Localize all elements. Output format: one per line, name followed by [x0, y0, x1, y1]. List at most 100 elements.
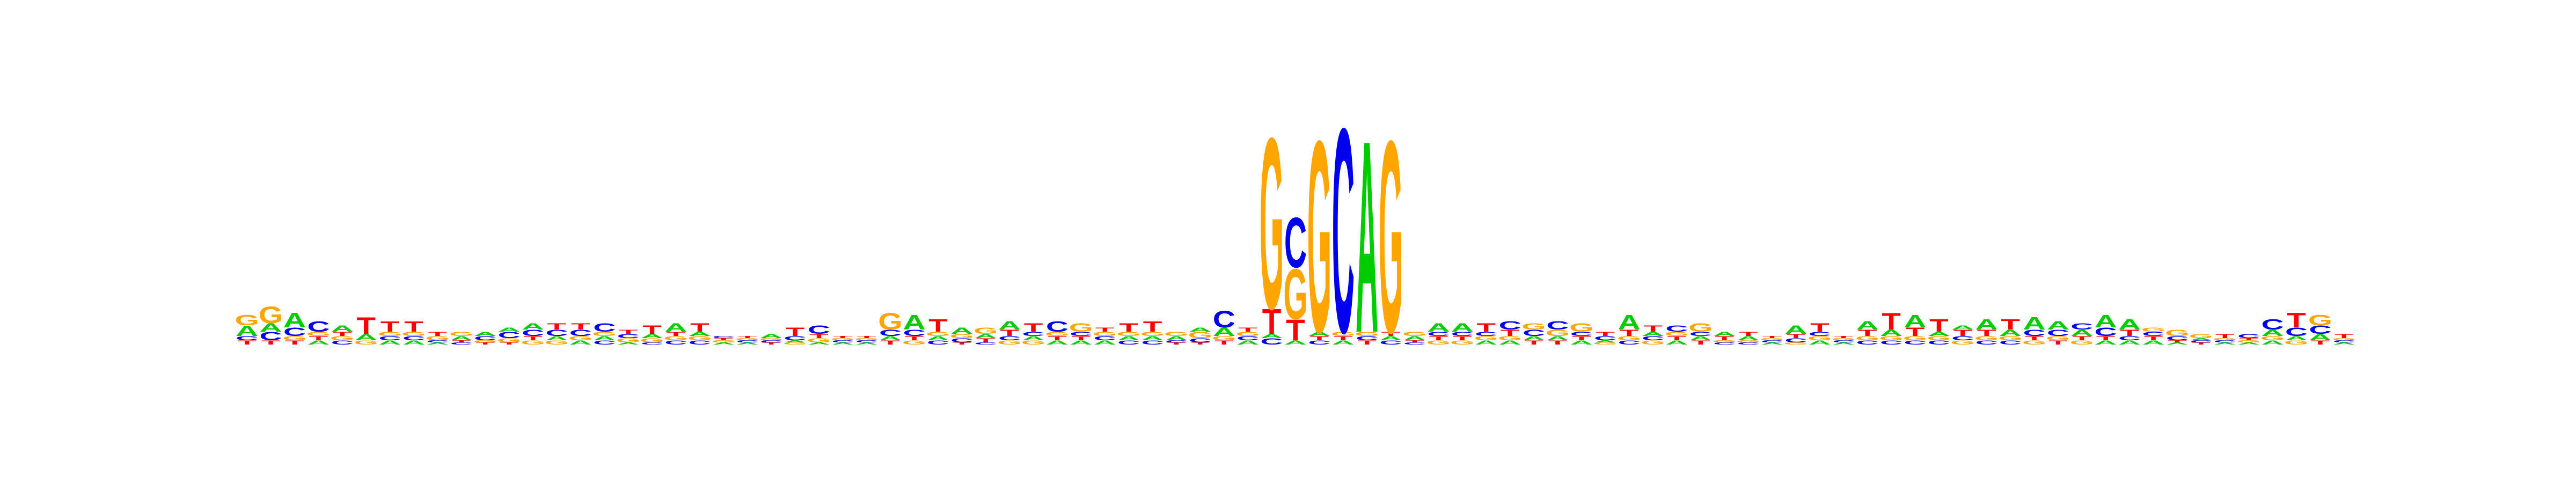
logo-letter-a-pos22: A — [736, 342, 759, 345]
logo-letter-g-pos71: G — [1903, 335, 1927, 341]
logo-letter-a-pos80: A — [2118, 316, 2141, 333]
logo-letter-a-pos74: A — [1975, 316, 1998, 333]
logo-letter-t-pos51: T — [1429, 335, 1448, 341]
logo-letter-g-pos32: G — [974, 326, 998, 336]
logo-letter-g-pos17: G — [616, 337, 640, 343]
logo-letter-c-pos80: C — [2118, 335, 2141, 341]
logo-letter-t-pos80: T — [2120, 328, 2139, 338]
logo-letter-t-pos50: T — [1405, 340, 1424, 343]
logo-letter-t-pos2: T — [261, 339, 281, 346]
logo-letter-a-pos55: A — [1523, 335, 1545, 341]
logo-letter-a-pos82: A — [2166, 342, 2189, 345]
logo-letter-a-pos80: A — [2118, 339, 2141, 346]
logo-letter-a-pos61: A — [1665, 339, 1688, 346]
logo-letter-g-pos3: G — [282, 335, 306, 341]
logo-letter-g-pos67: G — [1807, 335, 1832, 341]
logo-letter-a-pos16: A — [593, 335, 616, 341]
logo-letter-t-pos27: T — [857, 335, 876, 339]
logo-letter-g-pos21: G — [712, 340, 736, 343]
logo-letter-c-pos32: C — [975, 342, 997, 345]
logo-letter-t-pos46: T — [1310, 335, 1329, 341]
logo-letter-c-pos49: C — [1380, 339, 1402, 346]
logo-letter-g-pos16: G — [592, 331, 617, 337]
logo-letter-a-pos2: A — [260, 321, 282, 334]
logo-letter-a-pos50: A — [1403, 335, 1426, 341]
logo-letter-c-pos73: C — [1951, 335, 1974, 341]
logo-letter-a-pos3: A — [283, 309, 306, 332]
logo-letter-g-pos59: G — [1617, 335, 1641, 341]
logo-letter-g-pos12: G — [497, 337, 521, 343]
logo-letter-a-pos70: A — [1880, 328, 1902, 338]
logo-letter-a-pos63: A — [1713, 331, 1736, 337]
logo-letter-c-pos17: C — [617, 333, 640, 339]
logo-letter-a-pos52: A — [1451, 321, 1474, 334]
logo-letter-g-pos54: G — [1498, 335, 1522, 341]
logo-letter-a-pos39: A — [1141, 335, 1163, 341]
logo-letter-g-pos6: G — [354, 339, 378, 346]
logo-letter-t-pos30: T — [928, 316, 948, 336]
logo-letter-t-pos44: T — [1262, 302, 1282, 341]
logo-letter-c-pos78: C — [2070, 321, 2093, 332]
logo-letter-a-pos87: A — [2285, 335, 2308, 341]
logo-letter-g-pos11: G — [473, 340, 497, 343]
logo-letter-t-pos47: T — [1334, 335, 1353, 341]
logo-letter-a-pos17: A — [617, 342, 640, 345]
logo-letter-t-pos49: T — [1381, 331, 1401, 337]
logo-letter-c-pos50: C — [1403, 342, 1426, 345]
logo-letter-a-pos89: A — [2333, 342, 2355, 345]
logo-letter-c-pos34: C — [1022, 331, 1044, 337]
logo-letter-g-pos87: G — [2284, 339, 2308, 346]
logo-letter-g-pos37: G — [1093, 331, 1117, 337]
logo-letter-g-pos68: G — [1832, 338, 1856, 341]
logo-letter-g-pos2: G — [259, 302, 283, 328]
logo-letter-g-pos40: G — [1164, 331, 1188, 337]
logo-letter-t-pos21: T — [714, 338, 733, 341]
logo-letter-c-pos43: C — [1236, 335, 1259, 341]
logo-letter-c-pos76: C — [2023, 328, 2045, 338]
logo-letter-t-pos4: T — [309, 335, 328, 341]
logo-letter-t-pos48: T — [1357, 339, 1377, 346]
logo-letter-g-pos44: G — [1260, 87, 1284, 360]
logo-letter-c-pos2: C — [260, 330, 282, 343]
logo-letter-a-pos79: A — [2095, 312, 2117, 332]
logo-letter-t-pos83: T — [2192, 342, 2211, 345]
logo-letter-c-pos69: C — [1856, 339, 1879, 346]
logo-letter-g-pos50: G — [1402, 331, 1426, 337]
logo-letter-t-pos29: T — [905, 335, 924, 341]
logo-letter-g-pos66: G — [1784, 342, 1808, 345]
logo-letter-a-pos56: A — [1546, 335, 1569, 341]
logo-letter-c-pos38: C — [1117, 339, 1140, 346]
logo-letter-c-pos29: C — [903, 328, 925, 338]
logo-letter-g-pos70: G — [1879, 335, 1903, 341]
logo-letter-c-pos74: C — [1975, 339, 1998, 346]
logo-letter-c-pos31: C — [950, 337, 973, 343]
logo-letter-g-pos89: G — [2332, 338, 2356, 341]
logo-letter-a-pos21: A — [712, 342, 735, 345]
logo-letter-g-pos56: G — [1546, 328, 1570, 338]
logo-letter-g-pos9: G — [426, 335, 450, 341]
logo-letter-t-pos24: T — [786, 325, 805, 339]
logo-letter-t-pos13: T — [523, 335, 543, 341]
logo-letter-t-pos68: T — [1834, 335, 1853, 339]
logo-letter-a-pos86: A — [2262, 339, 2284, 346]
logo-letter-a-pos72: A — [1928, 331, 1950, 337]
logo-letter-t-pos67: T — [1810, 321, 1829, 334]
logo-letter-a-pos60: A — [1642, 331, 1664, 337]
logo-letter-g-pos26: G — [831, 338, 855, 341]
logo-letter-a-pos14: A — [545, 335, 568, 341]
logo-letter-c-pos52: C — [1451, 331, 1474, 337]
logo-letter-c-pos58: C — [1594, 335, 1616, 341]
logo-letter-c-pos35: C — [1046, 318, 1069, 335]
logo-letter-g-pos45: G — [1283, 254, 1307, 334]
logo-letter-t-pos5: T — [333, 331, 352, 337]
logo-letter-g-pos49: G — [1379, 84, 1403, 390]
logo-letter-a-pos27: A — [855, 342, 878, 345]
logo-letter-t-pos43: T — [1238, 326, 1257, 333]
logo-letter-c-pos39: C — [1141, 339, 1163, 346]
logo-letter-g-pos14: G — [545, 339, 569, 346]
logo-letter-c-pos12: C — [498, 330, 521, 340]
logo-letter-a-pos58: A — [1594, 340, 1616, 343]
logo-letter-c-pos81: C — [2142, 331, 2164, 337]
logo-letter-a-pos18: A — [641, 333, 663, 339]
logo-letter-t-pos58: T — [1596, 331, 1615, 337]
